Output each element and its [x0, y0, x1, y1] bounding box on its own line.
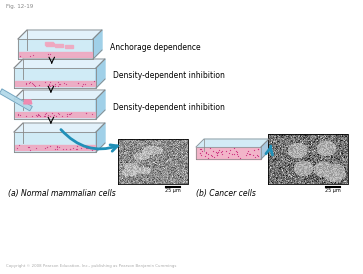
Polygon shape: [14, 132, 96, 152]
Text: 25 μm: 25 μm: [165, 188, 181, 193]
Text: (a) Normal mammalian cells: (a) Normal mammalian cells: [8, 189, 116, 198]
Text: Fig. 12-19: Fig. 12-19: [6, 4, 33, 9]
Text: Density-dependent inhibition: Density-dependent inhibition: [113, 72, 225, 81]
Polygon shape: [24, 100, 32, 104]
Polygon shape: [18, 39, 93, 59]
Polygon shape: [55, 44, 63, 47]
Polygon shape: [0, 89, 32, 111]
Text: (b) Cancer cells: (b) Cancer cells: [196, 189, 256, 198]
Polygon shape: [14, 68, 96, 88]
Polygon shape: [14, 99, 96, 119]
Polygon shape: [196, 139, 269, 147]
Text: Anchorage dependence: Anchorage dependence: [110, 42, 201, 52]
FancyArrowPatch shape: [266, 146, 273, 155]
Polygon shape: [14, 123, 105, 132]
Polygon shape: [15, 145, 95, 150]
Text: Density-dependent inhibition: Density-dependent inhibition: [113, 102, 225, 112]
Polygon shape: [14, 59, 105, 68]
Text: 25 μm: 25 μm: [325, 188, 341, 193]
Polygon shape: [15, 112, 95, 117]
Text: Copyright © 2008 Pearson Education, Inc., publishing as Pearson Benjamin Cumming: Copyright © 2008 Pearson Education, Inc.…: [6, 264, 176, 268]
Polygon shape: [14, 90, 105, 99]
Polygon shape: [96, 90, 105, 119]
Polygon shape: [65, 45, 73, 48]
Polygon shape: [96, 123, 105, 152]
Polygon shape: [46, 43, 54, 46]
Polygon shape: [15, 81, 95, 86]
Polygon shape: [19, 52, 92, 57]
FancyArrowPatch shape: [61, 130, 118, 151]
Polygon shape: [93, 30, 102, 59]
Polygon shape: [96, 59, 105, 88]
Polygon shape: [45, 42, 53, 45]
Polygon shape: [261, 139, 269, 159]
Polygon shape: [196, 147, 261, 159]
Polygon shape: [18, 30, 102, 39]
